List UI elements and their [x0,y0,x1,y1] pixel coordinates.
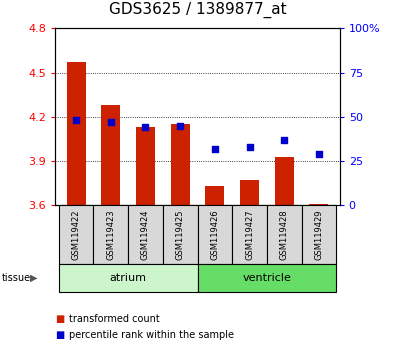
Bar [136,127,155,205]
Point [212,146,218,152]
Point [177,123,183,129]
Text: GSM119424: GSM119424 [141,210,150,260]
Text: ■: ■ [55,314,64,324]
Text: GSM119423: GSM119423 [106,210,115,260]
Point [142,125,149,130]
Bar [198,264,336,292]
Text: GSM119426: GSM119426 [211,210,219,260]
Bar [198,205,232,264]
Text: GSM119429: GSM119429 [314,210,324,260]
Text: transformed count: transformed count [69,314,160,324]
Bar [128,205,163,264]
Bar [163,205,198,264]
Bar [67,62,86,205]
Bar [267,205,301,264]
Bar [309,204,328,205]
Point [246,144,253,150]
Text: tissue: tissue [2,273,31,283]
Bar [171,124,190,205]
Text: GSM119427: GSM119427 [245,210,254,260]
Bar [232,205,267,264]
Text: GSM119428: GSM119428 [280,210,289,260]
Text: atrium: atrium [110,273,147,283]
Bar [205,186,224,205]
Point [73,118,79,123]
Bar [101,105,120,205]
Text: ventricle: ventricle [243,273,291,283]
Bar [275,156,294,205]
Point [107,119,114,125]
Bar [301,205,336,264]
Bar [240,180,259,205]
Point [316,151,322,157]
Text: ▶: ▶ [30,273,37,283]
Text: GSM119422: GSM119422 [71,210,81,260]
Text: GDS3625 / 1389877_at: GDS3625 / 1389877_at [109,2,286,18]
Point [281,137,288,143]
Bar [94,205,128,264]
Text: percentile rank within the sample: percentile rank within the sample [69,330,234,339]
Text: ■: ■ [55,330,64,339]
Text: GSM119425: GSM119425 [176,210,184,260]
Bar [59,264,197,292]
Bar [59,205,94,264]
